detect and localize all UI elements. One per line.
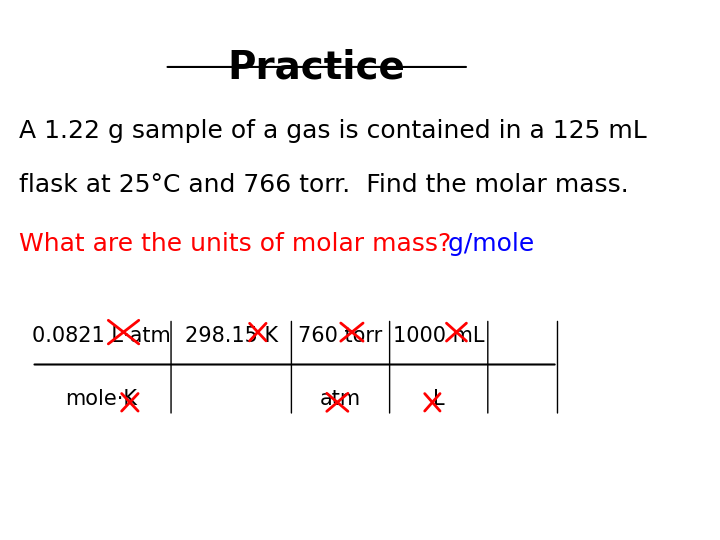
Text: What are the units of molar mass?: What are the units of molar mass? [19, 232, 451, 256]
Text: 1000 mL: 1000 mL [393, 326, 485, 346]
Text: atm: atm [320, 389, 361, 409]
Text: L: L [433, 389, 444, 409]
Text: flask at 25°C and 766 torr.  Find the molar mass.: flask at 25°C and 766 torr. Find the mol… [19, 173, 629, 197]
Text: A 1.22 g sample of a gas is contained in a 125 mL: A 1.22 g sample of a gas is contained in… [19, 119, 647, 143]
Text: mole·K: mole·K [66, 389, 138, 409]
Text: 760 torr: 760 torr [298, 326, 382, 346]
Text: Practice: Practice [228, 49, 405, 86]
Text: 298.15 K: 298.15 K [184, 326, 278, 346]
Text: g/mole: g/mole [441, 232, 534, 256]
Text: 0.0821 L·atm: 0.0821 L·atm [32, 326, 171, 346]
